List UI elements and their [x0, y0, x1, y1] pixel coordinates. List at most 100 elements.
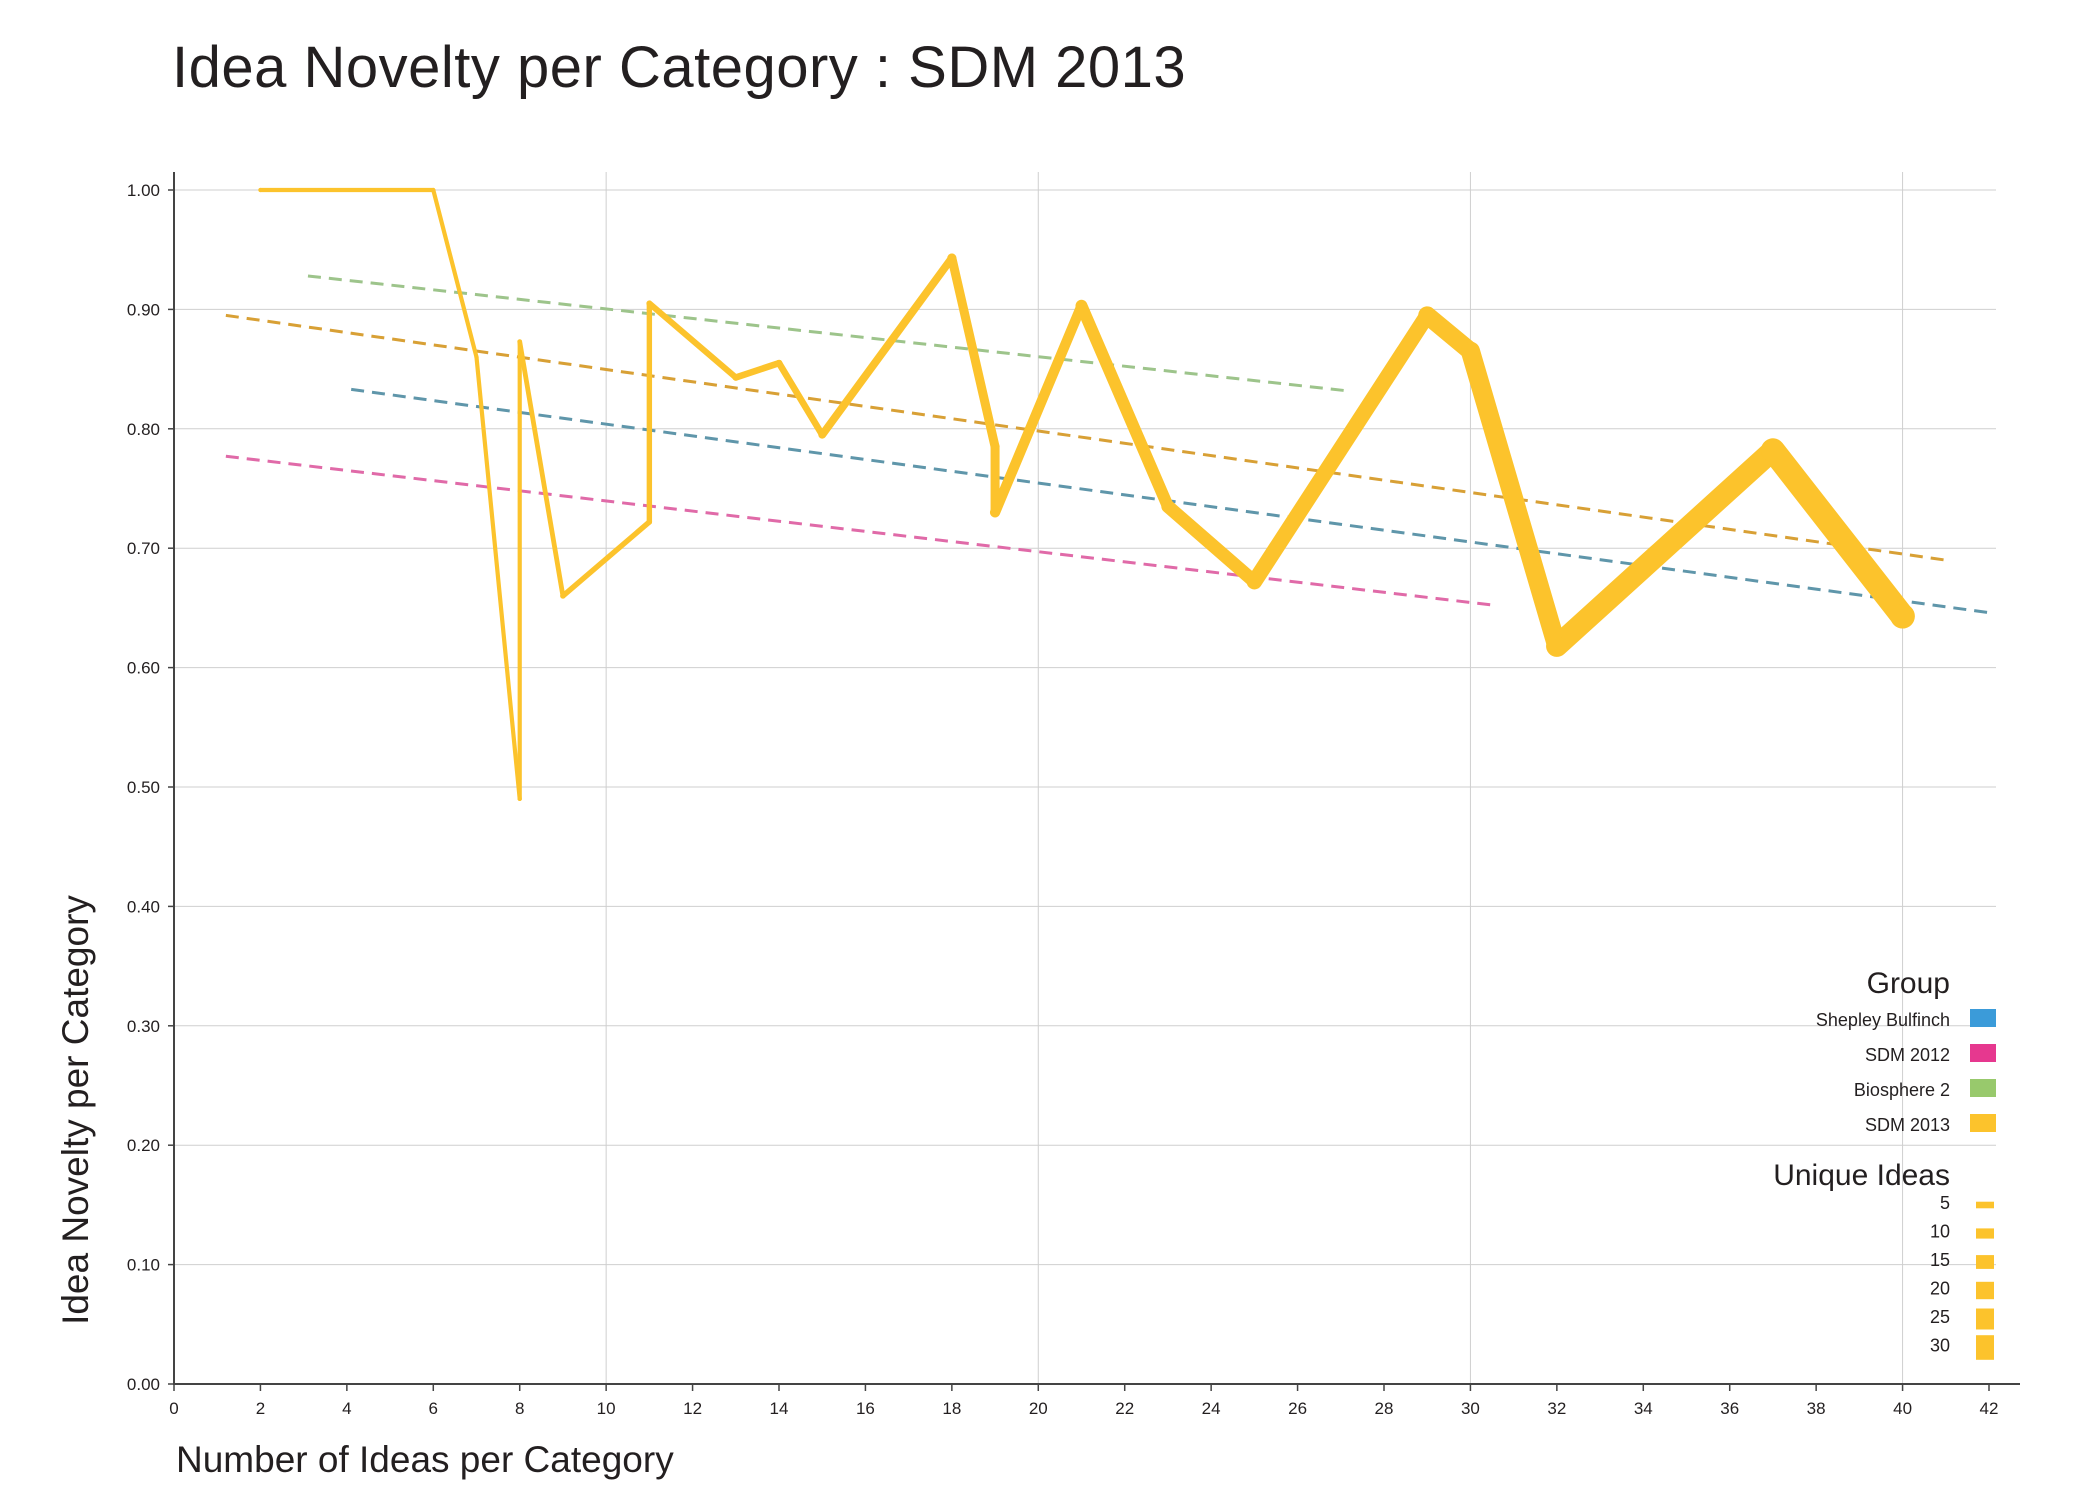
data-point	[646, 300, 653, 307]
legend-size-label: 20	[1930, 1279, 1950, 1299]
y-tick-label: 0.70	[127, 539, 160, 558]
series-segment	[560, 519, 653, 599]
x-tick-label: 6	[429, 1399, 438, 1418]
series-segment	[1546, 439, 1784, 657]
data-point	[775, 359, 783, 367]
series-segment	[1246, 307, 1436, 590]
x-tick-label: 14	[770, 1399, 789, 1418]
x-tick-label: 34	[1634, 1399, 1653, 1418]
legend-size-swatch	[1976, 1308, 1994, 1330]
y-tick-label: 0.50	[127, 778, 160, 797]
legend-group-label: Shepley Bulfinch	[1816, 1010, 1950, 1030]
x-tick-label: 8	[515, 1399, 524, 1418]
y-tick-label: 0.20	[127, 1136, 160, 1155]
legend-size-swatch	[1976, 1281, 1994, 1300]
trendline-biosphere-2	[307, 274, 1346, 393]
legend-size-label: 25	[1930, 1307, 1950, 1327]
data-point	[560, 593, 566, 599]
legend-group-label: SDM 2013	[1865, 1115, 1950, 1135]
series-segment	[775, 359, 826, 439]
legend: Group Shepley Bulfinch SDM 2012 Biosphere 2…	[1773, 967, 1996, 1360]
series-segment	[989, 300, 1087, 518]
legend-size-swatch	[1976, 1255, 1994, 1269]
data-point	[947, 253, 957, 263]
data-point	[818, 431, 826, 439]
data-point	[1418, 306, 1436, 325]
x-tick-label: 40	[1893, 1399, 1912, 1418]
series-segment	[818, 254, 956, 439]
x-tick-label: 26	[1288, 1399, 1307, 1418]
data-point	[990, 442, 1000, 452]
trendline-sdm-2013	[225, 313, 1946, 562]
legend-size-title: Unique Ideas	[1773, 1159, 1950, 1192]
trendline-sdm-2012	[225, 454, 1497, 608]
data-point	[1161, 500, 1175, 513]
legend-group-swatch	[1970, 1044, 1996, 1062]
series-segment	[474, 355, 522, 802]
series-segment	[1161, 499, 1261, 589]
series-segment	[431, 187, 479, 360]
legend-size-label: 5	[1940, 1193, 1950, 1213]
y-tick-label: 0.30	[127, 1017, 160, 1036]
series-segment	[732, 359, 783, 381]
data-point	[517, 339, 522, 344]
x-tick-label: 38	[1807, 1399, 1826, 1418]
x-tick-label: 22	[1115, 1399, 1134, 1418]
series-segment	[947, 253, 1000, 452]
x-tick-label: 42	[1980, 1399, 1999, 1418]
series-segment	[1760, 438, 1915, 629]
y-tick-label: 0.00	[127, 1375, 160, 1394]
x-tick-label: 36	[1720, 1399, 1739, 1418]
legend-size-swatch	[1976, 1228, 1994, 1239]
data-point	[646, 519, 653, 525]
legend-size-label: 30	[1930, 1336, 1950, 1356]
legend-group-title: Group	[1867, 967, 1950, 1000]
y-tick-label: 0.60	[127, 659, 160, 678]
data-point	[1461, 341, 1480, 361]
x-tick-label: 10	[597, 1399, 616, 1418]
x-tick-label: 16	[856, 1399, 875, 1418]
x-tick-label: 2	[256, 1399, 265, 1418]
gridlines	[174, 172, 1996, 1384]
data-point	[1890, 603, 1915, 629]
legend-group-swatch	[1970, 1079, 1996, 1097]
data-point	[1546, 636, 1567, 657]
data-point	[474, 355, 479, 360]
legend-group-swatch	[1970, 1009, 1996, 1027]
series-segment	[1075, 299, 1174, 513]
x-tick-label: 0	[169, 1399, 178, 1418]
legend-size-label: 10	[1930, 1222, 1950, 1242]
series-segment	[1460, 341, 1567, 656]
x-tick-label: 18	[942, 1399, 961, 1418]
data-point	[258, 187, 263, 193]
x-tick-label: 24	[1202, 1399, 1221, 1418]
data-point	[1075, 300, 1088, 312]
chart-title: Idea Novelty per Category : SDM 2013	[172, 35, 1187, 100]
x-tick-label: 32	[1547, 1399, 1566, 1418]
y-tick-label: 0.40	[127, 897, 160, 916]
legend-size-swatch	[1976, 1335, 1994, 1360]
legend-size-swatch	[1976, 1201, 1994, 1209]
data-point	[431, 187, 436, 193]
y-tick-label: 0.90	[127, 300, 160, 319]
trendlines	[225, 274, 1990, 615]
y-tick-label: 1.00	[127, 181, 160, 200]
legend-group-label: Biosphere 2	[1854, 1080, 1950, 1100]
legend-group-swatch	[1970, 1114, 1996, 1132]
x-tick-label: 20	[1029, 1399, 1048, 1418]
series-sdm-2013	[258, 187, 1915, 802]
y-tick-label: 0.10	[127, 1256, 160, 1275]
data-point	[990, 507, 1000, 517]
data-point	[732, 374, 740, 381]
series-segment	[646, 300, 739, 381]
y-tick-label: 0.80	[127, 420, 160, 439]
x-tick-label: 30	[1461, 1399, 1480, 1418]
x-tick-label: 4	[342, 1399, 351, 1418]
data-point	[1247, 574, 1262, 589]
axes: 0.00 0.10 0.20 0.30 0.40 0.50 0.60 0.70 0.80 0.90…	[127, 172, 2020, 1418]
x-axis-title: Number of Ideas per Category	[176, 1439, 674, 1480]
y-axis-title: Idea Novelty per Category	[55, 895, 96, 1325]
legend-size-label: 15	[1930, 1250, 1950, 1270]
data-point	[1761, 438, 1785, 462]
